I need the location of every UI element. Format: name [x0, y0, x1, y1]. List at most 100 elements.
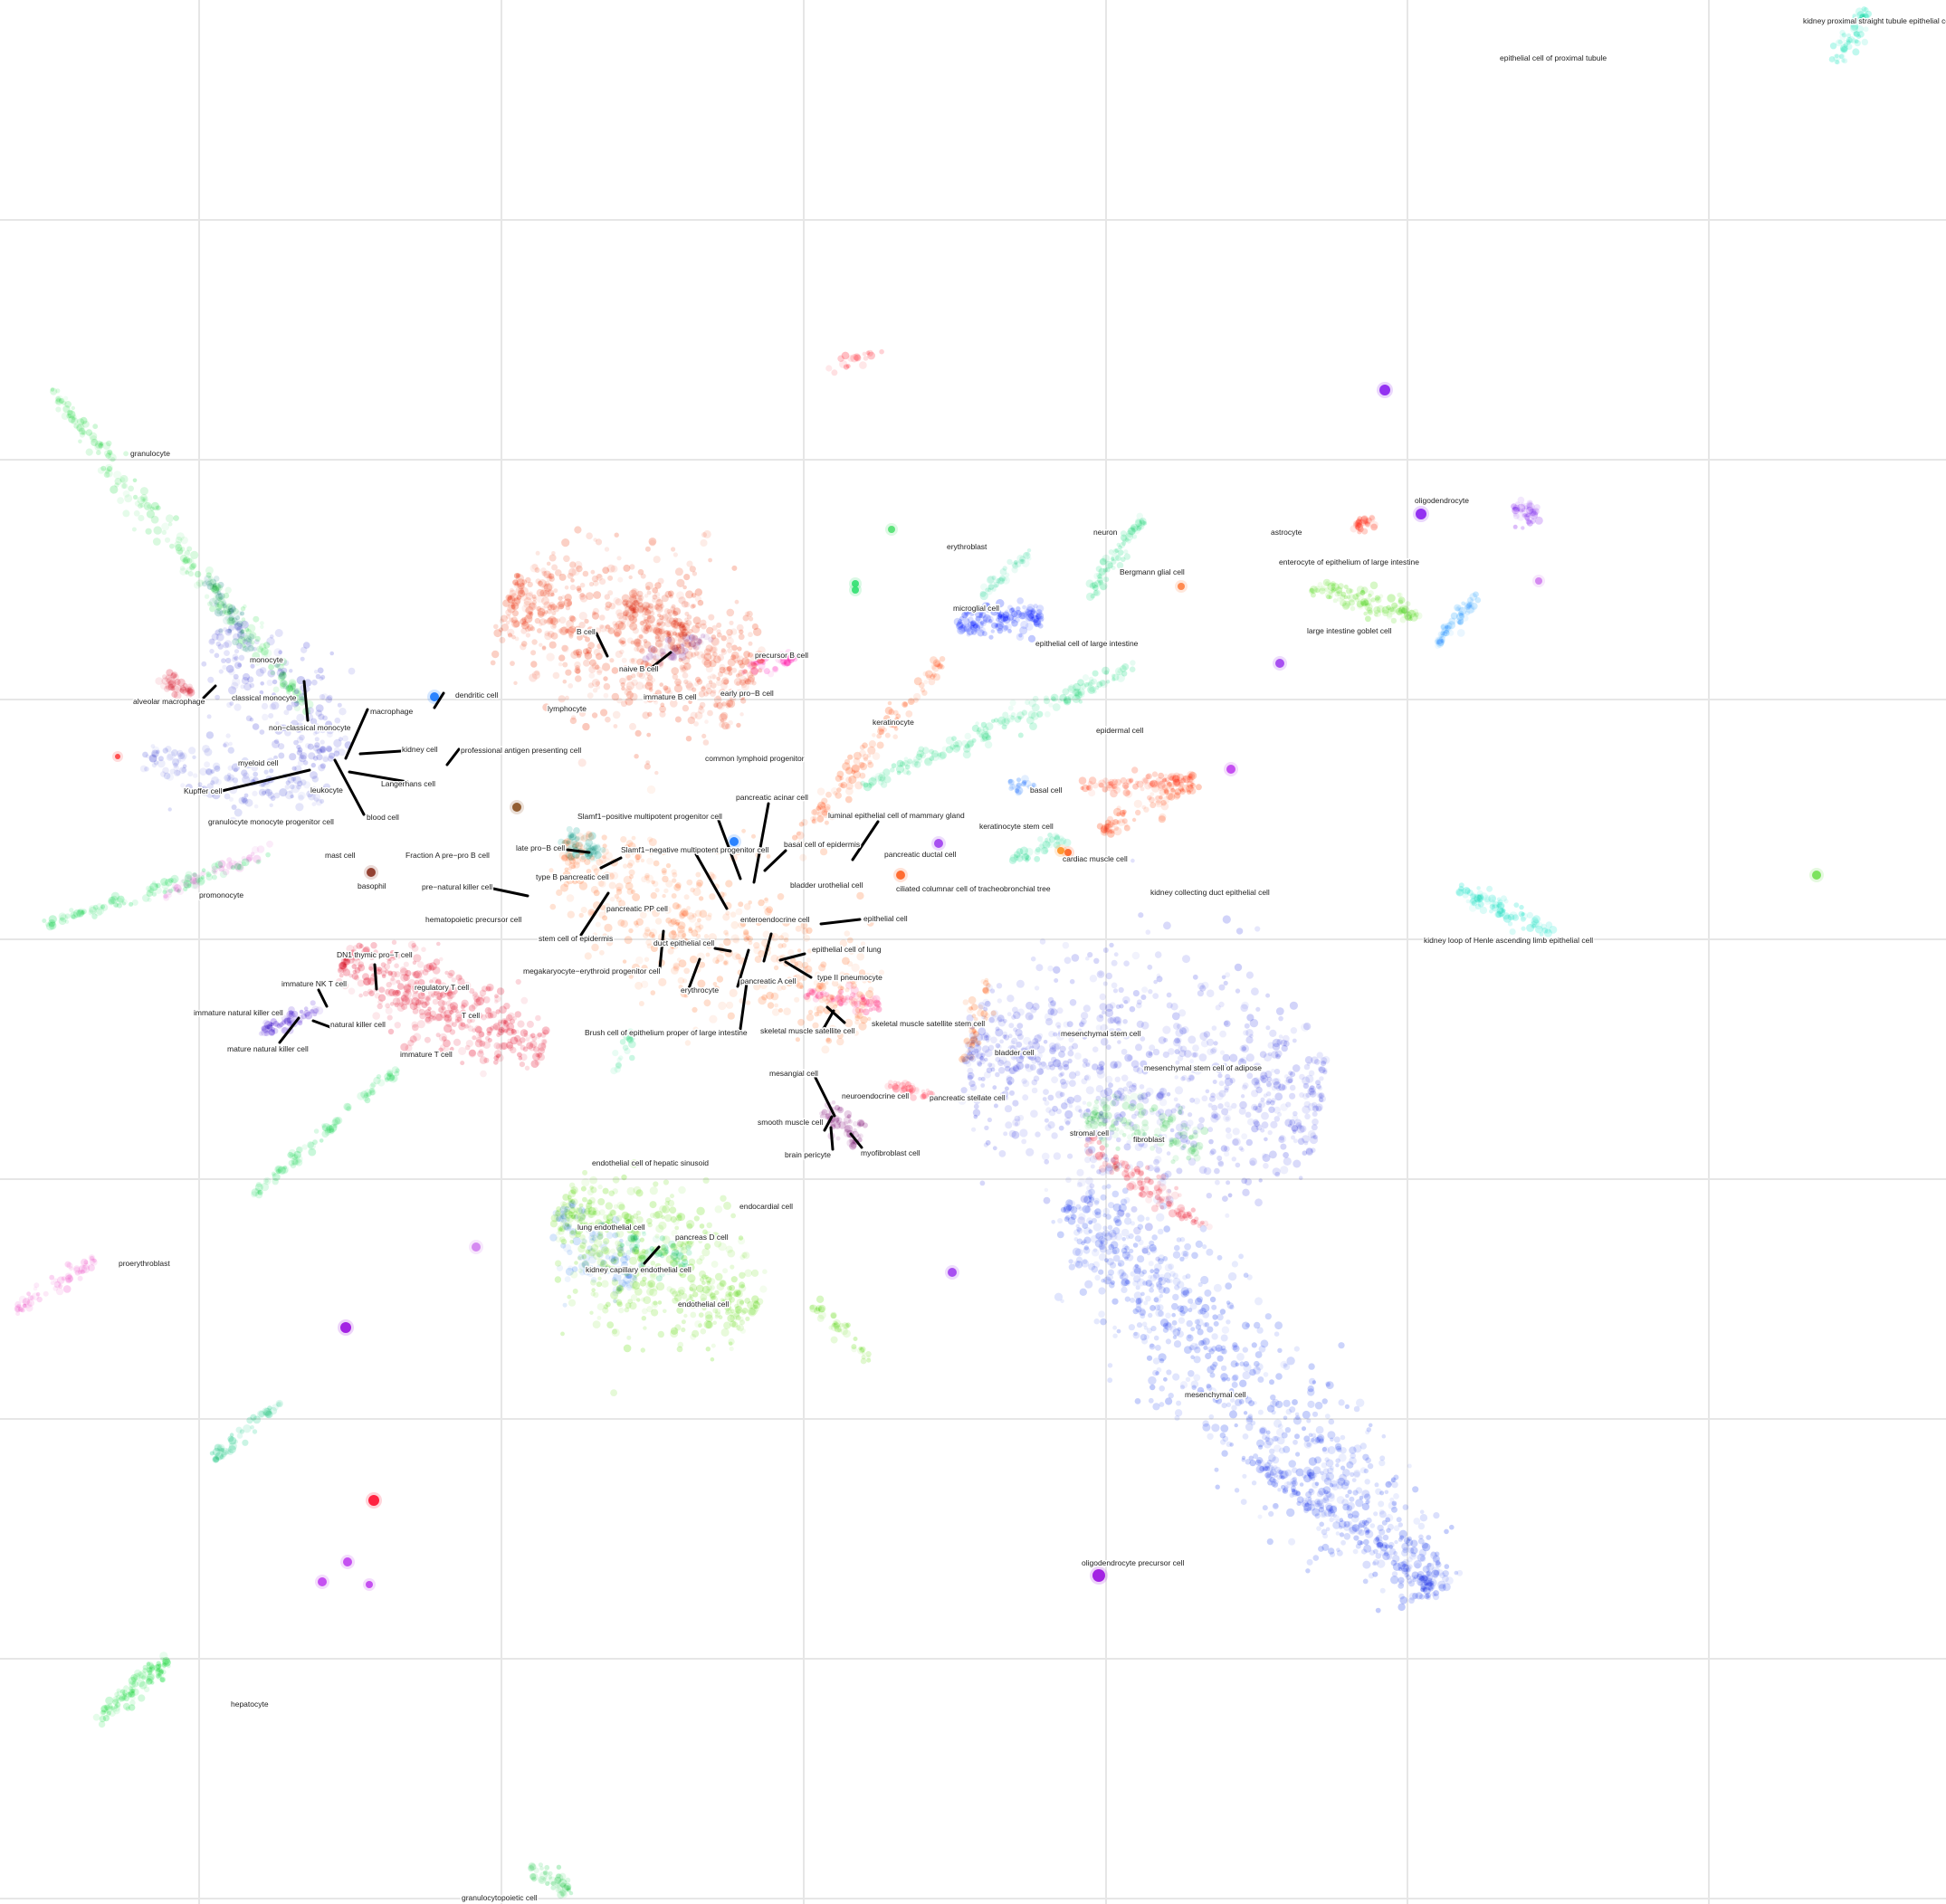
data-point: [1122, 1086, 1129, 1092]
data-point: [646, 879, 651, 884]
data-point: [223, 627, 228, 633]
data-point: [903, 757, 909, 762]
data-point: [703, 934, 710, 939]
data-point: [814, 1005, 819, 1012]
data-point: [218, 669, 224, 674]
data-point: [741, 828, 746, 833]
data-point: [1004, 1105, 1013, 1113]
data-point: [1038, 1069, 1045, 1075]
data-point: [295, 803, 304, 812]
data-point: [988, 619, 993, 624]
data-point: [215, 586, 222, 593]
cluster-keratinocyte-stem-cell: [1008, 833, 1072, 864]
data-point: [81, 430, 87, 435]
data-point: [1130, 1092, 1139, 1101]
data-point: [644, 594, 649, 598]
data-point: [1390, 617, 1397, 624]
data-point: [1283, 1152, 1289, 1158]
data-point: [386, 1071, 394, 1078]
data-point: [859, 772, 866, 779]
data-point: [1479, 906, 1488, 915]
data-point: [635, 854, 641, 860]
data-point: [617, 639, 623, 643]
data-point: [1305, 1092, 1311, 1099]
data-point: [1085, 592, 1095, 602]
data-point: [85, 429, 93, 436]
data-point: [1218, 1081, 1225, 1087]
data-point: [66, 414, 72, 419]
data-point: [683, 994, 689, 998]
data-point: [971, 1127, 977, 1132]
data-point: [1072, 689, 1080, 697]
data-point: [228, 668, 235, 676]
data-point: [1161, 784, 1169, 791]
data-point: [177, 753, 186, 762]
data-point: [546, 652, 555, 662]
cluster-precursor-b-cell: [741, 649, 801, 678]
data-point: [797, 1018, 805, 1026]
data-point: [1139, 1084, 1145, 1090]
data-point: [1255, 1124, 1263, 1131]
data-point: [241, 796, 248, 804]
data-point: [1210, 1114, 1219, 1123]
data-point: [659, 682, 663, 687]
data-point: [1255, 1006, 1261, 1012]
data-point: [110, 456, 116, 462]
data-point: [1080, 1012, 1089, 1020]
data-point: [1170, 775, 1177, 781]
data-point: [1014, 559, 1019, 565]
data-point: [1076, 1182, 1083, 1188]
data-point: [741, 669, 748, 674]
data-point: [1458, 886, 1464, 892]
data-point: [1130, 660, 1136, 666]
data-point: [1414, 612, 1419, 617]
data-point: [665, 880, 673, 888]
data-point: [1178, 1009, 1187, 1017]
data-point: [436, 941, 441, 947]
data-point: [1006, 558, 1013, 566]
data-point: [1263, 1163, 1269, 1169]
data-point: [1123, 1000, 1129, 1004]
data-point: [848, 947, 855, 955]
data-point: [736, 722, 741, 728]
data-point: [763, 905, 768, 910]
data-point: [1068, 685, 1074, 691]
data-point: [821, 979, 826, 985]
data-point: [520, 627, 528, 634]
data-point: [1289, 1084, 1296, 1091]
data-point: [244, 761, 253, 769]
data-point: [845, 776, 852, 784]
data-point: [932, 673, 940, 681]
data-point: [558, 616, 567, 624]
data-point: [1111, 1131, 1120, 1139]
data-point: [653, 700, 659, 705]
data-point: [984, 740, 993, 749]
data-point: [549, 903, 557, 910]
data-point: [167, 751, 176, 760]
data-point: [569, 584, 577, 591]
data-point: [1330, 581, 1336, 587]
data-point: [564, 585, 569, 590]
data-point: [121, 482, 129, 490]
data-point: [673, 684, 683, 693]
data-point: [1033, 604, 1038, 609]
data-point: [753, 946, 761, 955]
data-point: [1440, 633, 1446, 639]
data-point: [222, 868, 230, 876]
data-point: [265, 852, 271, 858]
data-point: [429, 1010, 436, 1018]
data-point: [1839, 33, 1846, 41]
data-point: [566, 619, 575, 628]
data-point: [114, 478, 122, 485]
data-point: [542, 703, 550, 711]
data-point: [1320, 585, 1326, 592]
data-point: [204, 575, 212, 583]
data-point: [534, 670, 540, 676]
data-point: [812, 1022, 819, 1029]
data-point: [646, 614, 655, 624]
data-point: [1180, 1076, 1186, 1081]
data-point: [1483, 894, 1492, 903]
data-point: [902, 701, 908, 707]
data-point: [166, 889, 173, 896]
data-point: [1336, 596, 1341, 602]
